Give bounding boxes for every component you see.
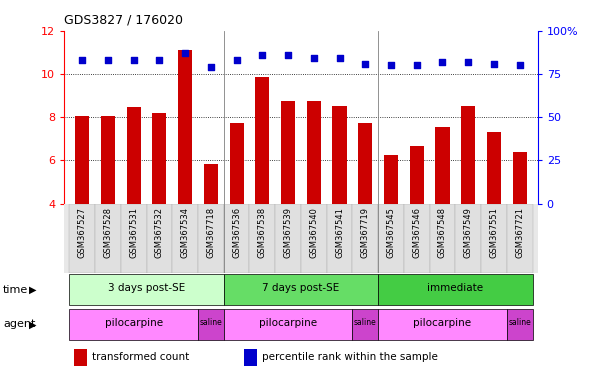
Text: 7 days post-SE: 7 days post-SE (262, 283, 340, 293)
Bar (513, 152, 527, 204)
Bar (198, 309, 224, 340)
Text: GSM367541: GSM367541 (335, 207, 344, 258)
Text: GDS3827 / 176020: GDS3827 / 176020 (64, 14, 183, 27)
Point (129, 57, 139, 63)
Bar (327, 204, 353, 273)
Text: GSM367531: GSM367531 (129, 207, 138, 258)
Text: GSM367532: GSM367532 (155, 207, 164, 258)
Bar (101, 116, 115, 204)
Bar (178, 50, 192, 204)
Bar (353, 309, 378, 340)
Bar (147, 204, 172, 273)
Point (463, 59, 473, 65)
Bar (255, 77, 269, 204)
Bar (507, 204, 533, 273)
Text: saline: saline (354, 318, 376, 327)
Text: ▶: ▶ (29, 285, 37, 295)
Point (232, 57, 241, 63)
Text: saline: saline (199, 318, 222, 327)
Point (437, 59, 447, 65)
Bar (378, 204, 404, 273)
Bar (69, 309, 198, 340)
Bar (507, 309, 533, 340)
Bar (455, 204, 481, 273)
Text: GSM367540: GSM367540 (309, 207, 318, 258)
Point (412, 62, 422, 68)
Bar (384, 155, 398, 204)
Point (77, 57, 87, 63)
Point (515, 62, 525, 68)
Point (155, 57, 164, 63)
Text: time: time (3, 285, 28, 295)
Text: GSM367549: GSM367549 (464, 207, 473, 258)
Bar (203, 164, 218, 204)
Bar (249, 204, 275, 273)
Text: transformed count: transformed count (92, 352, 189, 362)
Bar (436, 127, 450, 204)
Text: GSM367536: GSM367536 (232, 207, 241, 258)
Point (180, 50, 190, 56)
Text: 3 days post-SE: 3 days post-SE (108, 283, 185, 293)
Text: GSM367539: GSM367539 (284, 207, 293, 258)
Text: GSM367546: GSM367546 (412, 207, 421, 258)
Text: pilocarpine: pilocarpine (104, 318, 163, 328)
Bar (126, 108, 141, 204)
Bar (332, 106, 346, 204)
Bar (224, 309, 353, 340)
Bar (69, 204, 95, 273)
Bar (481, 204, 507, 273)
Text: immediate: immediate (427, 283, 483, 293)
Bar (230, 122, 244, 204)
Text: pilocarpine: pilocarpine (259, 318, 317, 328)
Point (335, 55, 345, 61)
Text: ▶: ▶ (29, 319, 37, 329)
Text: saline: saline (508, 318, 531, 327)
Bar (244, 349, 257, 366)
Bar (224, 274, 378, 306)
Bar (358, 122, 372, 204)
Bar (487, 132, 501, 204)
Bar (198, 204, 224, 273)
Text: pilocarpine: pilocarpine (414, 318, 472, 328)
Bar (275, 204, 301, 273)
Bar (95, 204, 121, 273)
Bar (75, 116, 89, 204)
Bar (353, 204, 378, 273)
Bar (69, 274, 224, 306)
Bar (409, 146, 424, 204)
Text: GSM367548: GSM367548 (438, 207, 447, 258)
Bar (404, 204, 430, 273)
Point (489, 60, 499, 66)
Text: GSM367551: GSM367551 (489, 207, 499, 258)
Point (386, 62, 396, 68)
Bar (430, 204, 455, 273)
Bar (378, 309, 507, 340)
Bar (172, 204, 198, 273)
Text: GSM367527: GSM367527 (78, 207, 87, 258)
Bar (152, 113, 166, 204)
Bar (307, 101, 321, 204)
Text: GSM367718: GSM367718 (207, 207, 215, 258)
Point (206, 64, 216, 70)
Text: GSM367719: GSM367719 (360, 207, 370, 258)
Text: GSM367545: GSM367545 (387, 207, 395, 258)
Text: GSM367534: GSM367534 (181, 207, 189, 258)
Bar (301, 204, 327, 273)
Text: agent: agent (3, 319, 35, 329)
Point (103, 57, 113, 63)
Bar (281, 101, 295, 204)
Bar (121, 204, 147, 273)
Text: GSM367528: GSM367528 (103, 207, 112, 258)
Point (309, 55, 319, 61)
Bar (461, 106, 475, 204)
Text: percentile rank within the sample: percentile rank within the sample (262, 352, 438, 362)
Point (360, 60, 370, 66)
Bar (74, 349, 87, 366)
Text: GSM367538: GSM367538 (258, 207, 267, 258)
Text: GSM367721: GSM367721 (515, 207, 524, 258)
Point (283, 52, 293, 58)
Bar (378, 274, 533, 306)
Bar (224, 204, 249, 273)
Point (257, 52, 267, 58)
